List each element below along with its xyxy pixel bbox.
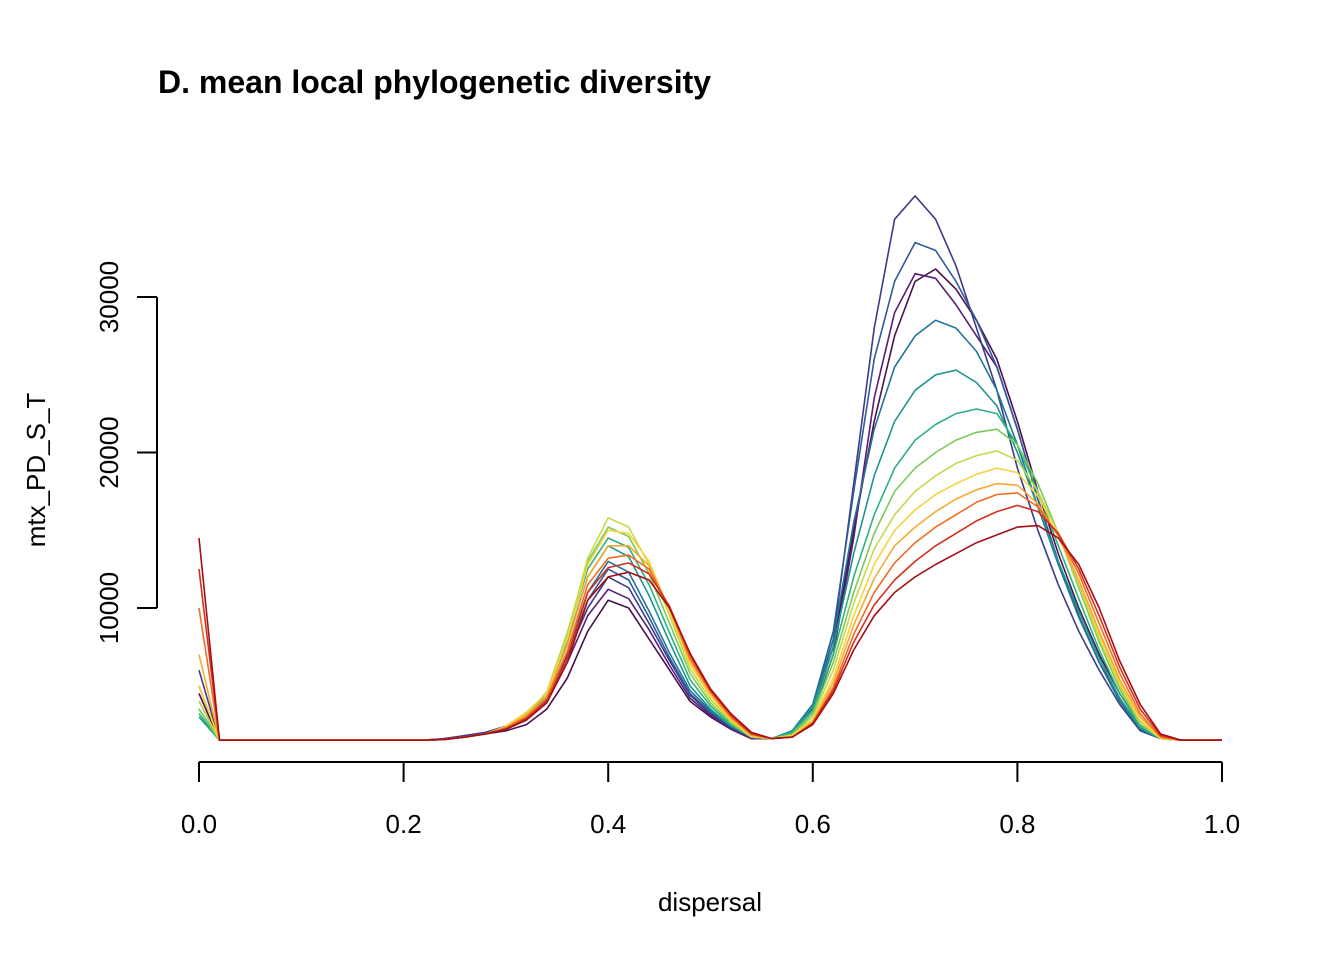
y-tick-label: 10000 [94, 572, 124, 644]
x-tick-label: 0.2 [386, 809, 422, 839]
x-tick-label: 0.4 [590, 809, 626, 839]
series-line-4 [198, 241, 1222, 742]
x-tick-label: 0.6 [795, 809, 831, 839]
y-axis-label: mtx_PD_S_T [21, 393, 51, 548]
series-line-1 [198, 268, 1222, 742]
y-tick-label: 20000 [94, 416, 124, 488]
series-layer [198, 195, 1222, 742]
x-tick-label: 0.8 [999, 809, 1035, 839]
series-line-2 [198, 272, 1222, 742]
series-line-5 [198, 319, 1222, 742]
x-tick-label: 0.0 [181, 809, 217, 839]
x-axis-label: dispersal [658, 887, 762, 917]
series-line-3 [198, 195, 1222, 742]
y-tick-label: 30000 [94, 261, 124, 333]
axes: 0.0 0.2 0.4 0.6 0.8 1.0 10000 20000 30000 [94, 261, 1240, 839]
x-tick-label: 1.0 [1204, 809, 1240, 839]
chart-title: D. mean local phylogenetic diversity [158, 64, 711, 100]
series-line-14 [198, 524, 1222, 742]
